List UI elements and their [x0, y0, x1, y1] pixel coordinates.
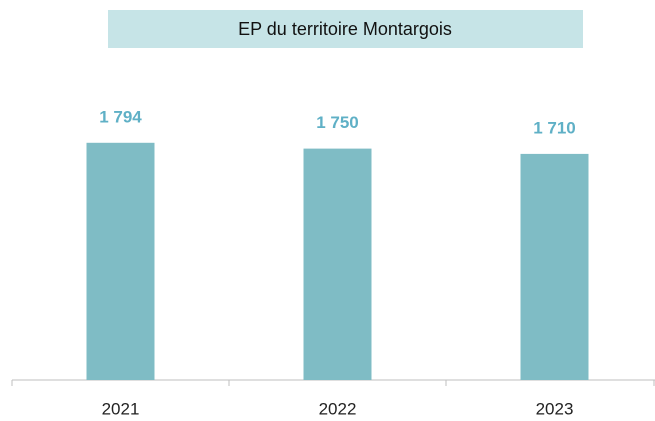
bar [86, 142, 155, 380]
value-label: 1 710 [533, 118, 576, 137]
value-label: 1 750 [316, 113, 359, 132]
x-tick-label: 2021 [102, 399, 140, 418]
title-box [108, 10, 583, 48]
bar [303, 148, 372, 380]
x-tick-label: 2022 [319, 399, 357, 418]
x-tick-label: 2023 [536, 399, 574, 418]
chart-title: EP du territoire Montargois [238, 19, 452, 39]
value-label: 1 794 [99, 107, 142, 126]
bar [520, 153, 589, 380]
